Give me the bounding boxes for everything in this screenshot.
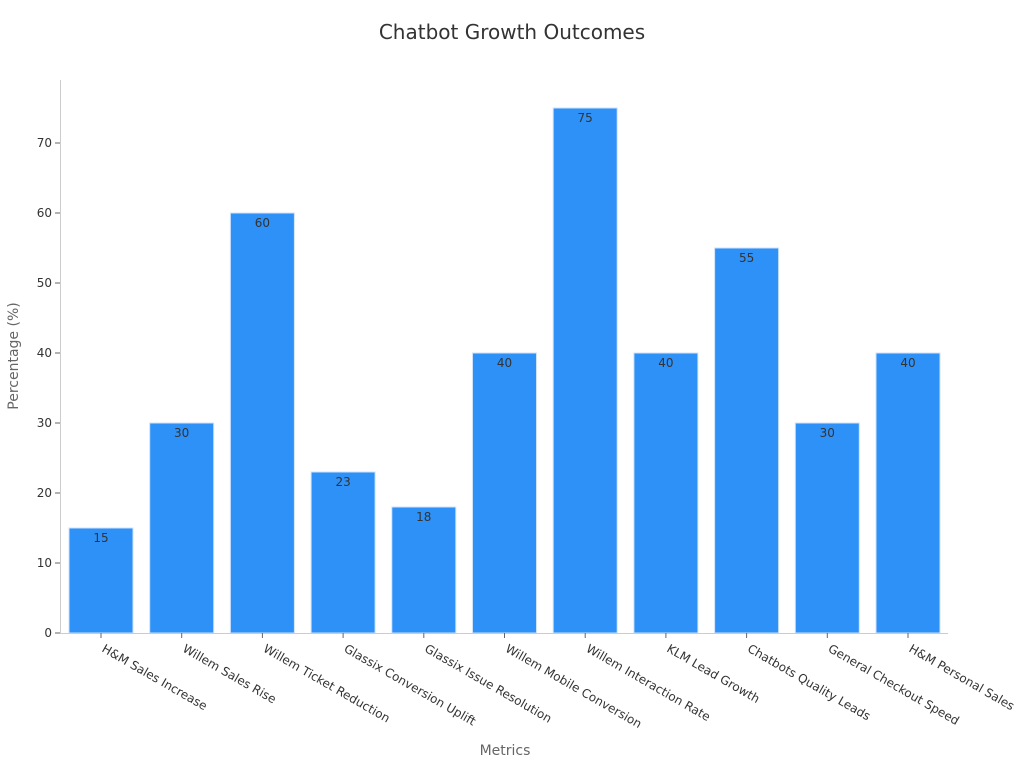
x-tick-label-9: General Checkout Speed	[826, 641, 962, 727]
bar-6	[552, 107, 618, 634]
x-axis-title: Metrics	[480, 743, 531, 759]
bar-7	[633, 352, 699, 634]
data-label-7: 40	[658, 356, 673, 370]
data-label-10: 40	[900, 356, 915, 370]
y-tick-label-2: 20	[37, 486, 52, 500]
bar-3	[310, 471, 376, 634]
data-label-9: 30	[820, 426, 835, 440]
data-label-2: 60	[255, 216, 270, 230]
data-label-3: 23	[335, 475, 350, 489]
y-tick-label-0: 0	[44, 626, 52, 640]
bar-10	[875, 352, 941, 634]
bar-9	[794, 422, 860, 634]
data-label-8: 55	[739, 251, 754, 265]
bar-1	[149, 422, 215, 634]
x-tick-label-2: Willem Ticket Reduction	[261, 641, 393, 725]
data-label-4: 18	[416, 510, 431, 524]
y-tick-label-3: 30	[37, 416, 52, 430]
bar-2	[229, 212, 295, 634]
data-label-5: 40	[497, 356, 512, 370]
x-tick-label-3: Glassix Conversion Uplift	[342, 641, 479, 728]
chart-title: Chatbot Growth Outcomes	[378, 20, 646, 44]
data-label-6: 75	[578, 111, 593, 125]
bar-8	[714, 247, 780, 634]
bar-0	[68, 527, 134, 634]
y-tick-label-5: 50	[37, 276, 52, 290]
data-label-1: 30	[174, 426, 189, 440]
data-label-0: 15	[93, 531, 108, 545]
y-tick-label-7: 70	[37, 136, 52, 150]
y-tick-label-1: 10	[37, 556, 52, 570]
data-labels-group: 15 30 60 23 18 40 75 40 55 30 40	[93, 111, 915, 545]
y-axis-title: Percentage (%)	[6, 302, 22, 409]
x-tick-label-5: Willem Mobile Conversion	[503, 641, 644, 731]
y-tick-label-6: 60	[37, 206, 52, 220]
y-tick-label-4: 40	[37, 346, 52, 360]
x-tick-label-4: Glassix Issue Resolution	[422, 641, 554, 725]
bar-4	[391, 506, 457, 634]
bars-group	[68, 107, 941, 634]
bar-5	[472, 352, 537, 634]
y-ticks-group: 0 10 20 30 40 50 60 70	[37, 136, 60, 640]
